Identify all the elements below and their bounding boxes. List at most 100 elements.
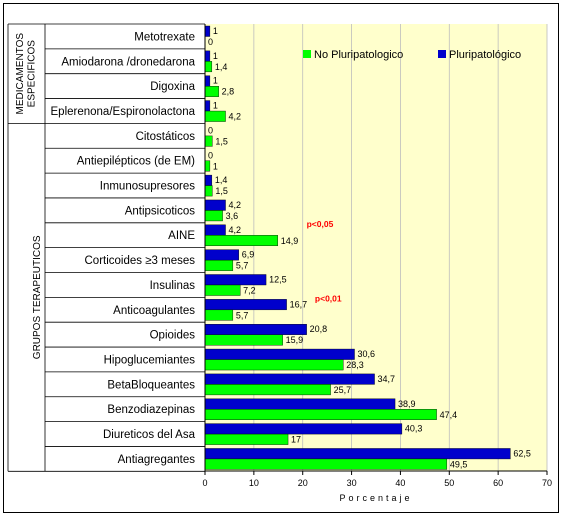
bar-no-pluripatologico [204, 235, 278, 247]
category-label: Digoxina [150, 81, 195, 93]
bar-no-pluripatologico [204, 85, 219, 97]
bar-no-pluripatologico [204, 185, 213, 197]
data-label-pluripatologico: 4,2 [229, 200, 242, 210]
plot-background [205, 24, 547, 471]
data-label-no-pluripatologico: 5,7 [236, 310, 249, 320]
bar-pluripatologico [204, 299, 287, 311]
category-label: Insulinas [150, 280, 196, 292]
bar-pluripatologico [204, 249, 239, 261]
bar-no-pluripatologico [204, 135, 213, 147]
data-label-no-pluripatologico: 17 [291, 435, 301, 445]
category-label: Eplerenona/Espironolactona [51, 106, 196, 118]
bar-pluripatologico [204, 398, 396, 410]
data-label-pluripatologico: 34,7 [378, 374, 396, 384]
bar-no-pluripatologico [204, 458, 448, 470]
data-label-no-pluripatologico: 49,5 [450, 459, 468, 469]
data-label-no-pluripatologico: 15,9 [286, 335, 304, 345]
bar-no-pluripatologico [204, 359, 344, 371]
data-label-pluripatologico: 4,2 [229, 225, 242, 235]
significance-annotation: p<0,05 [307, 219, 334, 229]
category-label: Antiagregantes [118, 454, 196, 466]
x-tick-label: 40 [395, 478, 405, 488]
category-label: Inmunosupresores [100, 181, 195, 193]
x-tick-label: 10 [249, 478, 259, 488]
data-label-pluripatologico: 62,5 [513, 448, 531, 458]
category-label: Opioides [150, 330, 196, 342]
data-label-no-pluripatologico: 47,4 [440, 410, 458, 420]
bar-no-pluripatologico [204, 309, 234, 321]
bar-pluripatologico [204, 25, 211, 37]
category-label: Antiepilépticos (de EM) [77, 156, 195, 168]
bar-no-pluripatologico [204, 433, 289, 445]
bar-pluripatologico [204, 75, 211, 87]
x-tick-label: 30 [347, 478, 357, 488]
category-label: Anticoagulantes [113, 305, 195, 317]
x-axis-title: Porcentaje [339, 493, 412, 503]
data-label-no-pluripatologico: 25,7 [334, 385, 352, 395]
data-label-pluripatologico: 30,6 [358, 349, 376, 359]
bar-no-pluripatologico [204, 61, 213, 73]
x-tick-label: 50 [444, 478, 454, 488]
bar-pluripatologico [204, 423, 403, 435]
data-label-no-pluripatologico: 14,9 [281, 236, 299, 246]
data-label-pluripatologico: 1 [213, 26, 218, 36]
data-label-pluripatologico: 40,3 [405, 424, 423, 434]
category-label: Amiodarona /dronedarona [61, 56, 195, 68]
category-label: AINE [168, 230, 195, 242]
data-label-no-pluripatologico: 2,8 [222, 87, 235, 97]
data-label-pluripatologico: 20,8 [310, 324, 328, 334]
data-label-no-pluripatologico: 4,2 [229, 112, 242, 122]
bar-no-pluripatologico [204, 110, 226, 122]
bar-no-pluripatologico [204, 384, 331, 396]
group-label-therapeutic: GRUPOS TERAPEUTICOS [32, 235, 43, 359]
bar-no-pluripatologico [204, 334, 283, 346]
data-label-pluripatologico: 1,4 [215, 175, 228, 185]
data-label-no-pluripatologico: 0 [208, 37, 213, 47]
x-tick-label: 0 [202, 478, 207, 488]
x-tick-label: 60 [493, 478, 503, 488]
category-label: Citostáticos [136, 131, 196, 143]
category-label: Diureticos del Asa [103, 429, 196, 441]
bar-pluripatologico [204, 324, 307, 335]
data-label-pluripatologico: 1 [213, 76, 218, 86]
category-label: Benzodiazepinas [107, 404, 195, 416]
data-label-no-pluripatologico: 1,4 [215, 62, 228, 72]
data-label-no-pluripatologico: 1,5 [215, 186, 228, 196]
data-label-pluripatologico: 16,7 [290, 299, 308, 309]
legend-label-pluripatologico: Pluripatológico [449, 49, 521, 61]
bar-pluripatologico [204, 100, 211, 112]
data-label-no-pluripatologico: 28,3 [346, 360, 364, 370]
data-label-no-pluripatologico: 1 [213, 161, 218, 171]
category-label: Corticoides ≥3 meses [85, 255, 196, 267]
x-tick-label: 70 [542, 478, 552, 488]
category-label: Antipsicoticos [125, 205, 196, 217]
bar-pluripatologico [204, 348, 355, 360]
category-label: Hipoglucemiantes [104, 354, 196, 366]
data-label-no-pluripatologico: 1,5 [215, 136, 228, 146]
data-label-no-pluripatologico: 3,6 [226, 211, 239, 221]
data-label-pluripatologico: 6,9 [242, 250, 255, 260]
data-label-pluripatologico: 1 [213, 101, 218, 111]
bar-pluripatologico [204, 224, 226, 236]
legend-label-no-pluripatologico: No Pluripatologico [314, 49, 403, 61]
legend-swatch-no-pluripatologico [303, 50, 311, 58]
data-label-pluripatologico: 38,9 [398, 399, 416, 409]
significance-annotation: p<0,01 [315, 293, 342, 303]
bar-pluripatologico [204, 50, 211, 62]
bar-no-pluripatologico [204, 409, 437, 420]
bar-pluripatologico [204, 274, 267, 286]
data-label-pluripatologico: 0 [208, 150, 213, 160]
data-label-pluripatologico: 12,5 [269, 275, 287, 285]
data-label-pluripatologico: 1 [213, 51, 218, 61]
bar-no-pluripatologico [204, 284, 241, 296]
bar-pluripatologico [204, 174, 213, 186]
legend-swatch-pluripatologico [438, 50, 446, 58]
bar-pluripatologico [204, 373, 375, 385]
bar-no-pluripatologico [204, 259, 234, 271]
data-label-no-pluripatologico: 5,7 [236, 261, 249, 271]
data-label-no-pluripatologico: 7,2 [243, 286, 256, 296]
bar-no-pluripatologico [204, 160, 211, 172]
group-label-specific: MEDICAMENTOSESPECIFICOS [15, 33, 38, 115]
bar-no-pluripatologico [204, 210, 223, 222]
